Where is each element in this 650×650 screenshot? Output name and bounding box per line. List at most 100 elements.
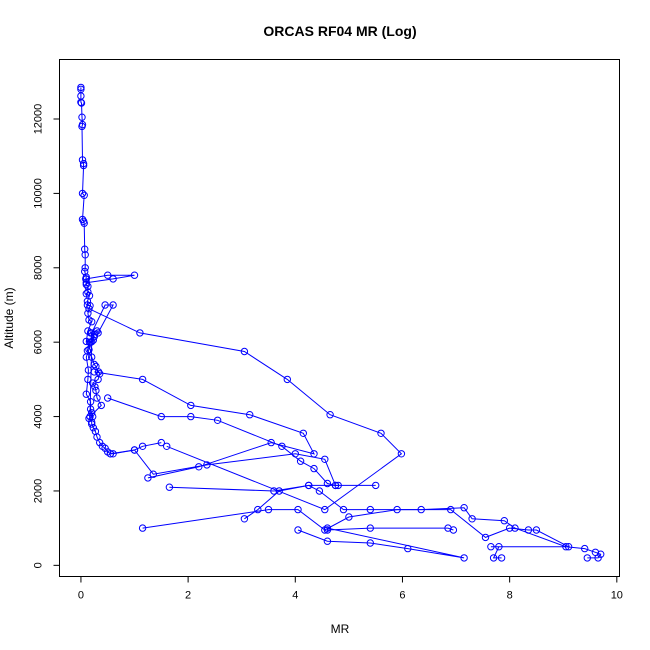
x-tick-label: 2 [185,590,191,602]
data-point [78,156,87,164]
chart-title: ORCAS RF04 MR (Log) [263,23,416,39]
data-point [86,405,95,413]
data-point [366,505,374,514]
x-tick-label: 0 [78,590,84,602]
data-point [393,505,401,514]
data-point [594,554,602,562]
data-point [82,275,91,283]
data-point [321,505,329,514]
data-point [144,474,152,482]
data-point [88,420,96,428]
data-point [296,457,305,465]
data-point [270,487,278,495]
data-point [109,275,117,283]
data-point [90,331,99,339]
data-point [86,398,95,406]
y-axis-label: Altitude (m) [2,287,16,348]
data-point [78,189,87,198]
data-point [92,386,100,395]
data-point [163,442,171,450]
data-point [323,524,332,532]
data-point [404,544,412,553]
data-point [157,412,166,421]
y-tick-label: 10000 [33,178,45,209]
data-point [79,161,88,170]
data-point [397,450,406,458]
y-tick-label: 2000 [33,479,45,503]
data-point [80,191,88,200]
series-line-4 [107,397,339,486]
data-point [84,288,92,296]
data-point [449,526,458,534]
data-point [323,479,332,488]
data-point [323,526,332,534]
data-point [77,98,85,107]
x-axis-label: MR [331,622,350,636]
series-line-1 [86,274,135,284]
data-point [130,271,139,279]
data-point [78,215,87,224]
data-point [101,444,109,452]
y-tick-label: 4000 [33,404,45,428]
data-point [109,301,117,309]
data-point [495,543,503,551]
data-point [294,526,302,534]
data-point [90,360,99,369]
y-tick-label: 12000 [33,104,45,135]
data-point [326,411,334,419]
data-point [372,481,380,490]
data-point [345,513,353,521]
data-point [264,505,273,514]
data-point [366,524,374,532]
x-tick-label: 10 [611,590,623,602]
data-point [240,515,249,523]
data-point [581,544,589,553]
data-point [93,394,101,402]
data-point [78,113,86,121]
data-point [240,347,249,356]
x-tick-label: 6 [399,590,405,602]
series-line-0 [80,87,162,455]
series-layer [77,83,605,562]
data-point [136,329,144,337]
series-line-3 [94,371,315,479]
data-point [481,533,490,542]
data-point [81,251,89,259]
data-point [89,412,97,421]
data-point [597,550,605,558]
data-point [497,554,506,562]
data-point [299,429,307,437]
data-point [213,416,222,424]
data-point [81,264,89,272]
data-point [323,537,332,545]
data-point [77,83,85,92]
data-point [468,515,476,523]
data-point [254,505,262,514]
series-line-8 [297,527,465,559]
data-point [246,411,254,419]
data-point [106,450,115,458]
data-point [532,526,541,534]
data-point [460,504,468,512]
data-point [84,282,92,291]
y-tick-label: 8000 [33,256,45,280]
data-point [278,442,286,450]
data-point [377,429,385,437]
data-point [78,122,86,131]
data-point [321,455,329,463]
data-point [88,318,96,326]
data-point [294,505,302,514]
data-point [82,353,91,361]
data-point [267,438,275,447]
data-point [187,401,195,410]
data-point [82,390,91,398]
data-point [138,442,147,450]
data-point [104,271,112,279]
data-point [82,337,91,346]
data-point [90,368,99,376]
data-point [165,483,174,491]
data-point [104,394,112,402]
data-point [80,219,88,227]
data-point [331,481,340,490]
